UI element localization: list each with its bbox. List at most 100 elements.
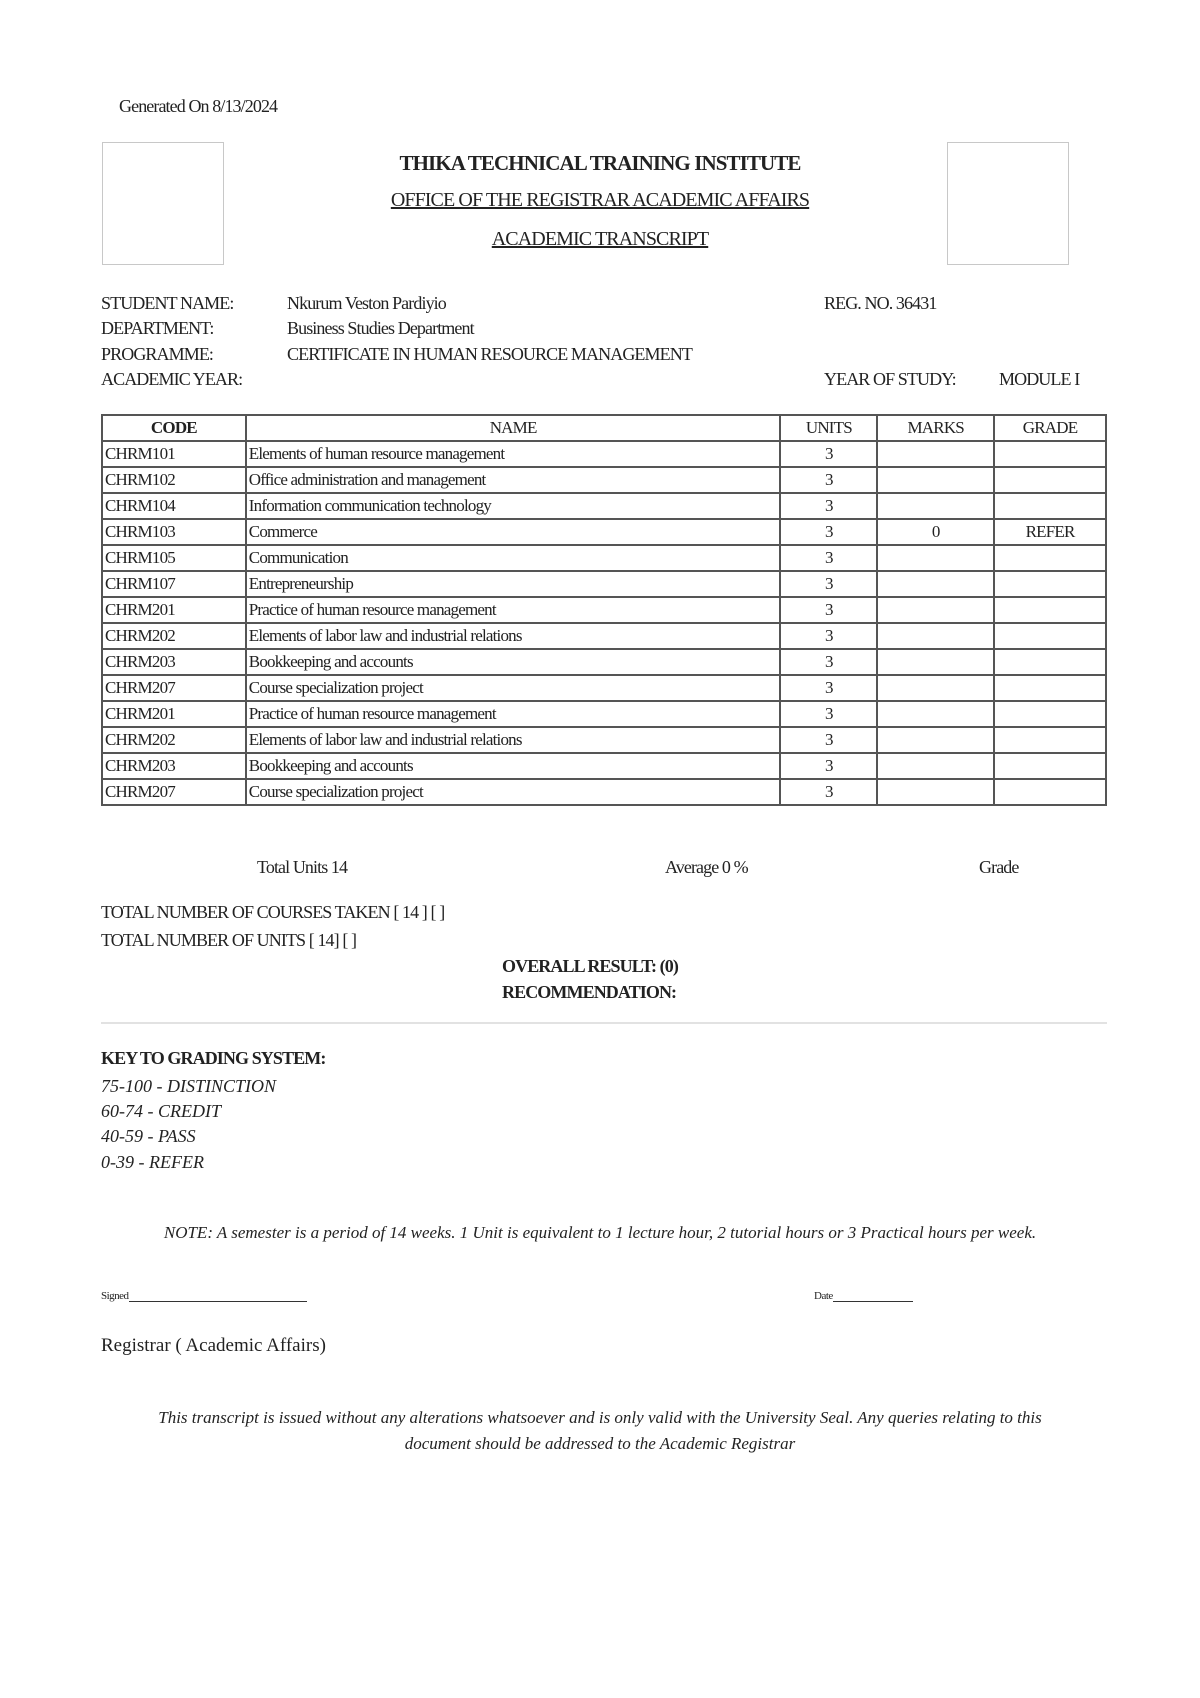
divider bbox=[101, 1022, 1107, 1024]
reg-no-label: REG. NO. bbox=[824, 293, 893, 313]
grade-label: Grade bbox=[979, 857, 1019, 877]
course-code: CHRM101 bbox=[101, 440, 247, 468]
course-units: 3 bbox=[779, 752, 879, 780]
course-grade bbox=[993, 622, 1107, 650]
academic-year-label: ACADEMIC YEAR: bbox=[101, 369, 243, 389]
date-line bbox=[832, 1301, 913, 1302]
programme-label: PROGRAMME: bbox=[101, 344, 214, 364]
course-grade bbox=[993, 778, 1107, 806]
course-name: Elements of labor law and industrial rel… bbox=[244, 622, 782, 650]
course-code: CHRM207 bbox=[101, 674, 247, 702]
table-row: CHRM105 Communication 3 bbox=[101, 544, 1107, 572]
course-code: CHRM107 bbox=[101, 570, 247, 598]
course-marks bbox=[876, 622, 996, 650]
course-marks bbox=[876, 648, 996, 676]
course-name: Elements of human resource management bbox=[244, 440, 782, 468]
course-code: CHRM207 bbox=[101, 778, 247, 806]
table-row: CHRM201 Practice of human resource manage… bbox=[101, 700, 1107, 728]
disclaimer-line-1: This transcript is issued without any al… bbox=[158, 1408, 1042, 1427]
course-units: 3 bbox=[779, 700, 879, 728]
course-units: 3 bbox=[779, 544, 879, 572]
generated-date: Generated On 8/13/2024 bbox=[119, 96, 278, 116]
signature-line bbox=[128, 1301, 307, 1302]
course-name: Commerce bbox=[244, 518, 782, 546]
table-row: CHRM203 Bookkeeping and accounts 3 bbox=[101, 752, 1107, 780]
student-name-label: STUDENT NAME: bbox=[101, 293, 234, 313]
date-label: Date bbox=[814, 1290, 833, 1302]
course-marks bbox=[876, 726, 996, 754]
course-grade bbox=[993, 596, 1107, 624]
course-units: 3 bbox=[779, 596, 879, 624]
table-header-row: CODE NAME UNITS MARKS GRADE bbox=[101, 414, 1107, 442]
course-name: Practice of human resource management bbox=[244, 700, 782, 728]
table-row: CHRM107 Entrepreneurship 3 bbox=[101, 570, 1107, 598]
grading-key-item: 75-100 - DISTINCTION bbox=[101, 1076, 277, 1096]
course-grade bbox=[993, 544, 1107, 572]
course-code: CHRM201 bbox=[101, 596, 247, 624]
course-units: 3 bbox=[779, 570, 879, 598]
course-code: CHRM201 bbox=[101, 700, 247, 728]
course-marks bbox=[876, 570, 996, 598]
course-grade bbox=[993, 752, 1107, 780]
table-row: CHRM104 Information communication technol… bbox=[101, 492, 1107, 520]
student-name: Nkurum Veston Pardiyio bbox=[287, 293, 447, 313]
course-units: 3 bbox=[779, 648, 879, 676]
total-units: Total Units 14 bbox=[257, 857, 348, 877]
course-name: Practice of human resource management bbox=[244, 596, 782, 624]
course-grade bbox=[993, 466, 1107, 494]
course-name: Elements of labor law and industrial rel… bbox=[244, 726, 782, 754]
office-title: OFFICE OF THE REGISTRAR ACADEMIC AFFAIRS bbox=[390, 189, 810, 211]
course-units: 3 bbox=[779, 726, 879, 754]
course-grade bbox=[993, 700, 1107, 728]
course-marks bbox=[876, 700, 996, 728]
course-code: CHRM202 bbox=[101, 726, 247, 754]
table-row: CHRM102 Office administration and managem… bbox=[101, 466, 1107, 494]
course-units: 3 bbox=[779, 778, 879, 806]
year-of-study-label: YEAR OF STUDY: bbox=[824, 369, 957, 389]
course-grade bbox=[993, 440, 1107, 468]
year-of-study: MODULE I bbox=[999, 369, 1080, 389]
document-title: ACADEMIC TRANSCRIPT bbox=[491, 228, 709, 250]
grading-key-item: 0-39 - REFER bbox=[101, 1152, 204, 1172]
header-name: NAME bbox=[244, 414, 782, 442]
reg-no: 36431 bbox=[895, 293, 937, 313]
course-units: 3 bbox=[779, 674, 879, 702]
header-code: CODE bbox=[101, 414, 247, 442]
course-grade: REFER bbox=[993, 518, 1107, 546]
header-units: UNITS bbox=[779, 414, 879, 442]
results-table: CODE NAME UNITS MARKS GRADE CHRM101 Eleme… bbox=[101, 414, 1107, 806]
course-name: Course specialization project bbox=[244, 778, 782, 806]
course-code: CHRM105 bbox=[101, 544, 247, 572]
table-row: CHRM103 Commerce 3 0 REFER bbox=[101, 518, 1107, 546]
department: Business Studies Department bbox=[287, 318, 475, 338]
header-grade: GRADE bbox=[993, 414, 1107, 442]
recommendation: RECOMMENDATION: bbox=[502, 982, 677, 1002]
course-units: 3 bbox=[779, 518, 879, 546]
department-label: DEPARTMENT: bbox=[101, 318, 214, 338]
course-code: CHRM102 bbox=[101, 466, 247, 494]
disclaimer-line-2: document should be addressed to the Acad… bbox=[404, 1434, 796, 1453]
course-grade bbox=[993, 570, 1107, 598]
institute-name: THIKA TECHNICAL TRAINING INSTITUTE bbox=[399, 151, 801, 175]
course-marks bbox=[876, 440, 996, 468]
table-row: CHRM202 Elements of labor law and industr… bbox=[101, 622, 1107, 650]
course-name: Course specialization project bbox=[244, 674, 782, 702]
course-units: 3 bbox=[779, 492, 879, 520]
course-name: Bookkeeping and accounts bbox=[244, 648, 782, 676]
grading-key-item: 40-59 - PASS bbox=[101, 1126, 196, 1146]
left-logo-placeholder bbox=[102, 142, 224, 265]
table-row: CHRM202 Elements of labor law and industr… bbox=[101, 726, 1107, 754]
table-row: CHRM203 Bookkeeping and accounts 3 bbox=[101, 648, 1107, 676]
course-code: CHRM203 bbox=[101, 752, 247, 780]
table-row: CHRM101 Elements of human resource manage… bbox=[101, 440, 1107, 468]
header-marks: MARKS bbox=[876, 414, 996, 442]
course-marks bbox=[876, 778, 996, 806]
course-name: Communication bbox=[244, 544, 782, 572]
programme: CERTIFICATE IN HUMAN RESOURCE MANAGEMENT bbox=[287, 344, 693, 364]
course-units: 3 bbox=[779, 622, 879, 650]
course-code: CHRM202 bbox=[101, 622, 247, 650]
right-photo-placeholder bbox=[947, 142, 1069, 265]
total-units-count: TOTAL NUMBER OF UNITS [ 14] [ ] bbox=[101, 930, 357, 950]
signed-label: Signed bbox=[101, 1290, 129, 1302]
